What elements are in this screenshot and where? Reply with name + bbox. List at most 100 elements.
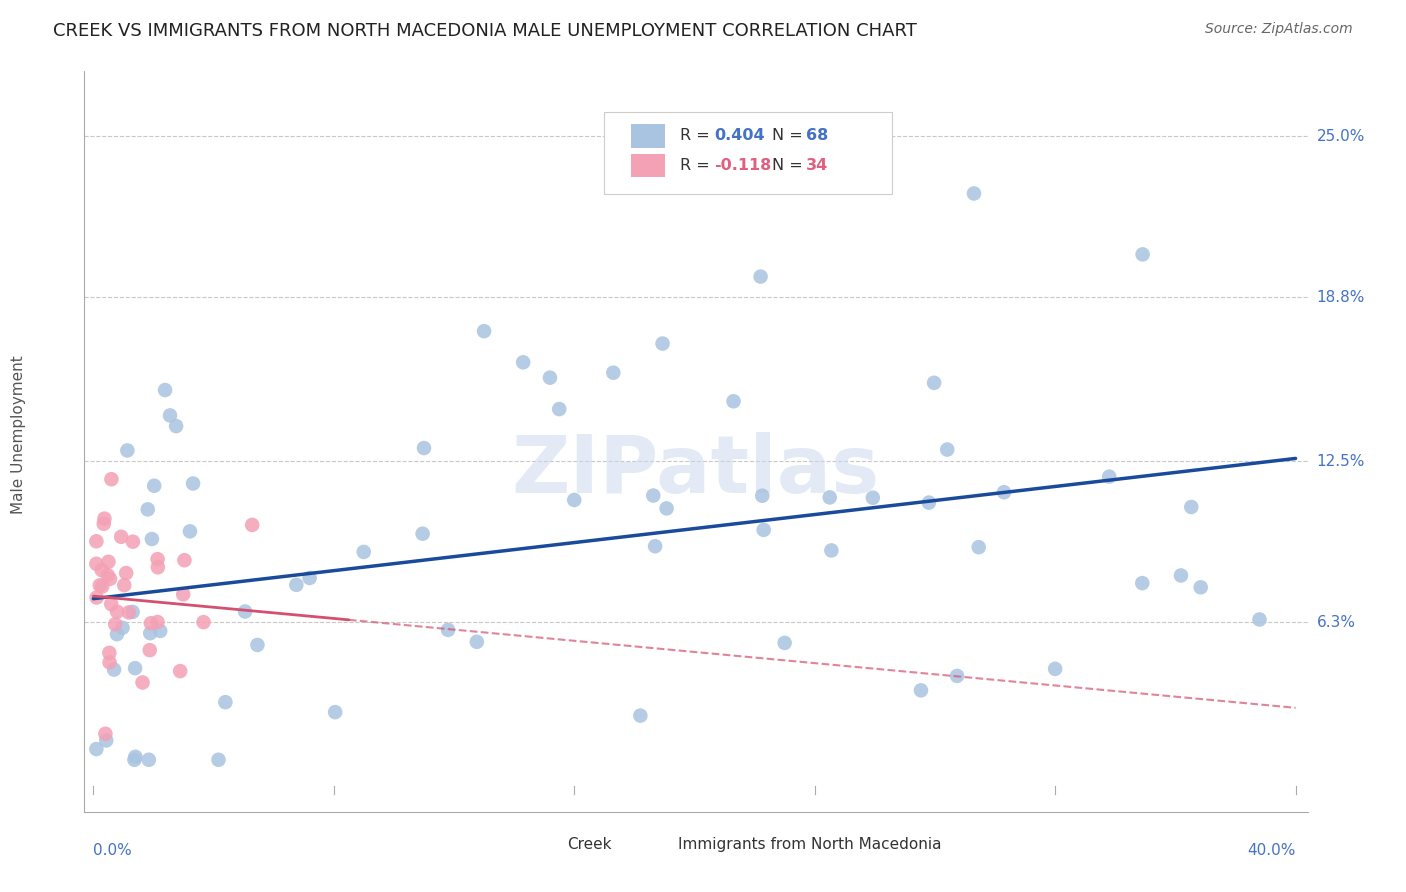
Point [100,597,122,611]
Point [1180,500,1202,514]
Point [820,543,842,558]
Point [548,402,571,417]
Text: N =: N = [772,128,807,144]
Point [141,532,163,546]
Point [86,591,108,605]
Point [910,683,932,698]
Point [1130,576,1153,591]
Point [285,578,308,592]
Point [773,636,796,650]
Point [413,441,436,455]
Point [98,646,121,660]
Point [146,560,169,574]
Point [153,383,176,397]
Point [602,366,624,380]
Point [111,621,134,635]
Text: 0.404: 0.404 [714,128,765,144]
Point [233,605,256,619]
Point [1043,662,1066,676]
Point [323,705,346,719]
Text: 68: 68 [806,128,828,144]
Point [1132,247,1154,261]
Point [91,579,114,593]
Point [136,502,159,516]
FancyBboxPatch shape [631,153,665,178]
Point [149,624,172,638]
Point [104,617,127,632]
Text: 12.5%: 12.5% [1316,453,1365,468]
Point [993,485,1015,500]
Point [963,186,986,201]
Point [139,616,162,631]
Point [353,545,375,559]
Point [159,409,181,423]
Point [146,615,169,629]
Text: Male Unemployment: Male Unemployment [11,356,25,515]
Point [86,534,108,549]
Point [655,501,678,516]
Point [181,476,204,491]
Text: R =: R = [681,128,714,144]
Text: N =: N = [772,158,807,173]
Point [538,370,561,384]
Point [240,517,263,532]
Point [90,563,112,577]
Point [1098,469,1121,483]
Point [1249,612,1271,626]
Text: CREEK VS IMMIGRANTS FROM NORTH MACEDONIA MALE UNEMPLOYMENT CORRELATION CHART: CREEK VS IMMIGRANTS FROM NORTH MACEDONIA… [53,22,917,40]
Point [89,578,111,592]
Point [207,753,229,767]
Point [918,495,941,509]
Point [437,623,460,637]
Point [124,753,146,767]
Point [412,526,434,541]
Point [465,635,488,649]
Point [110,530,132,544]
Text: Source: ZipAtlas.com: Source: ZipAtlas.com [1205,22,1353,37]
Point [100,472,122,486]
Point [862,491,884,505]
Point [169,664,191,678]
Point [922,376,945,390]
Point [93,511,115,525]
Point [97,555,120,569]
Point [97,568,120,582]
Point [173,553,195,567]
Text: 6.3%: 6.3% [1316,615,1355,630]
Point [644,539,666,553]
Point [562,493,585,508]
Point [124,749,146,764]
Point [143,479,166,493]
Point [651,336,673,351]
Point [115,566,138,580]
Point [118,606,141,620]
Point [122,534,145,549]
Text: 25.0%: 25.0% [1316,128,1365,144]
Point [124,661,146,675]
Text: ZIPatlas: ZIPatlas [512,432,880,510]
Text: Immigrants from North Macedonia: Immigrants from North Macedonia [678,837,941,852]
Point [94,727,117,741]
Point [103,663,125,677]
Point [112,578,135,592]
Text: Creek: Creek [568,837,612,852]
Point [512,355,534,369]
Point [214,695,236,709]
Point [628,708,651,723]
Point [117,443,139,458]
Point [86,557,108,571]
Point [98,572,121,586]
Point [818,491,841,505]
Point [1170,568,1192,582]
Point [165,419,187,434]
Point [246,638,269,652]
Point [139,626,162,640]
Point [96,733,118,747]
Text: -0.118: -0.118 [714,158,772,173]
Point [643,489,665,503]
Point [967,540,990,554]
Point [723,394,745,409]
Point [751,489,773,503]
Text: R =: R = [681,158,714,173]
Text: 40.0%: 40.0% [1247,843,1295,858]
